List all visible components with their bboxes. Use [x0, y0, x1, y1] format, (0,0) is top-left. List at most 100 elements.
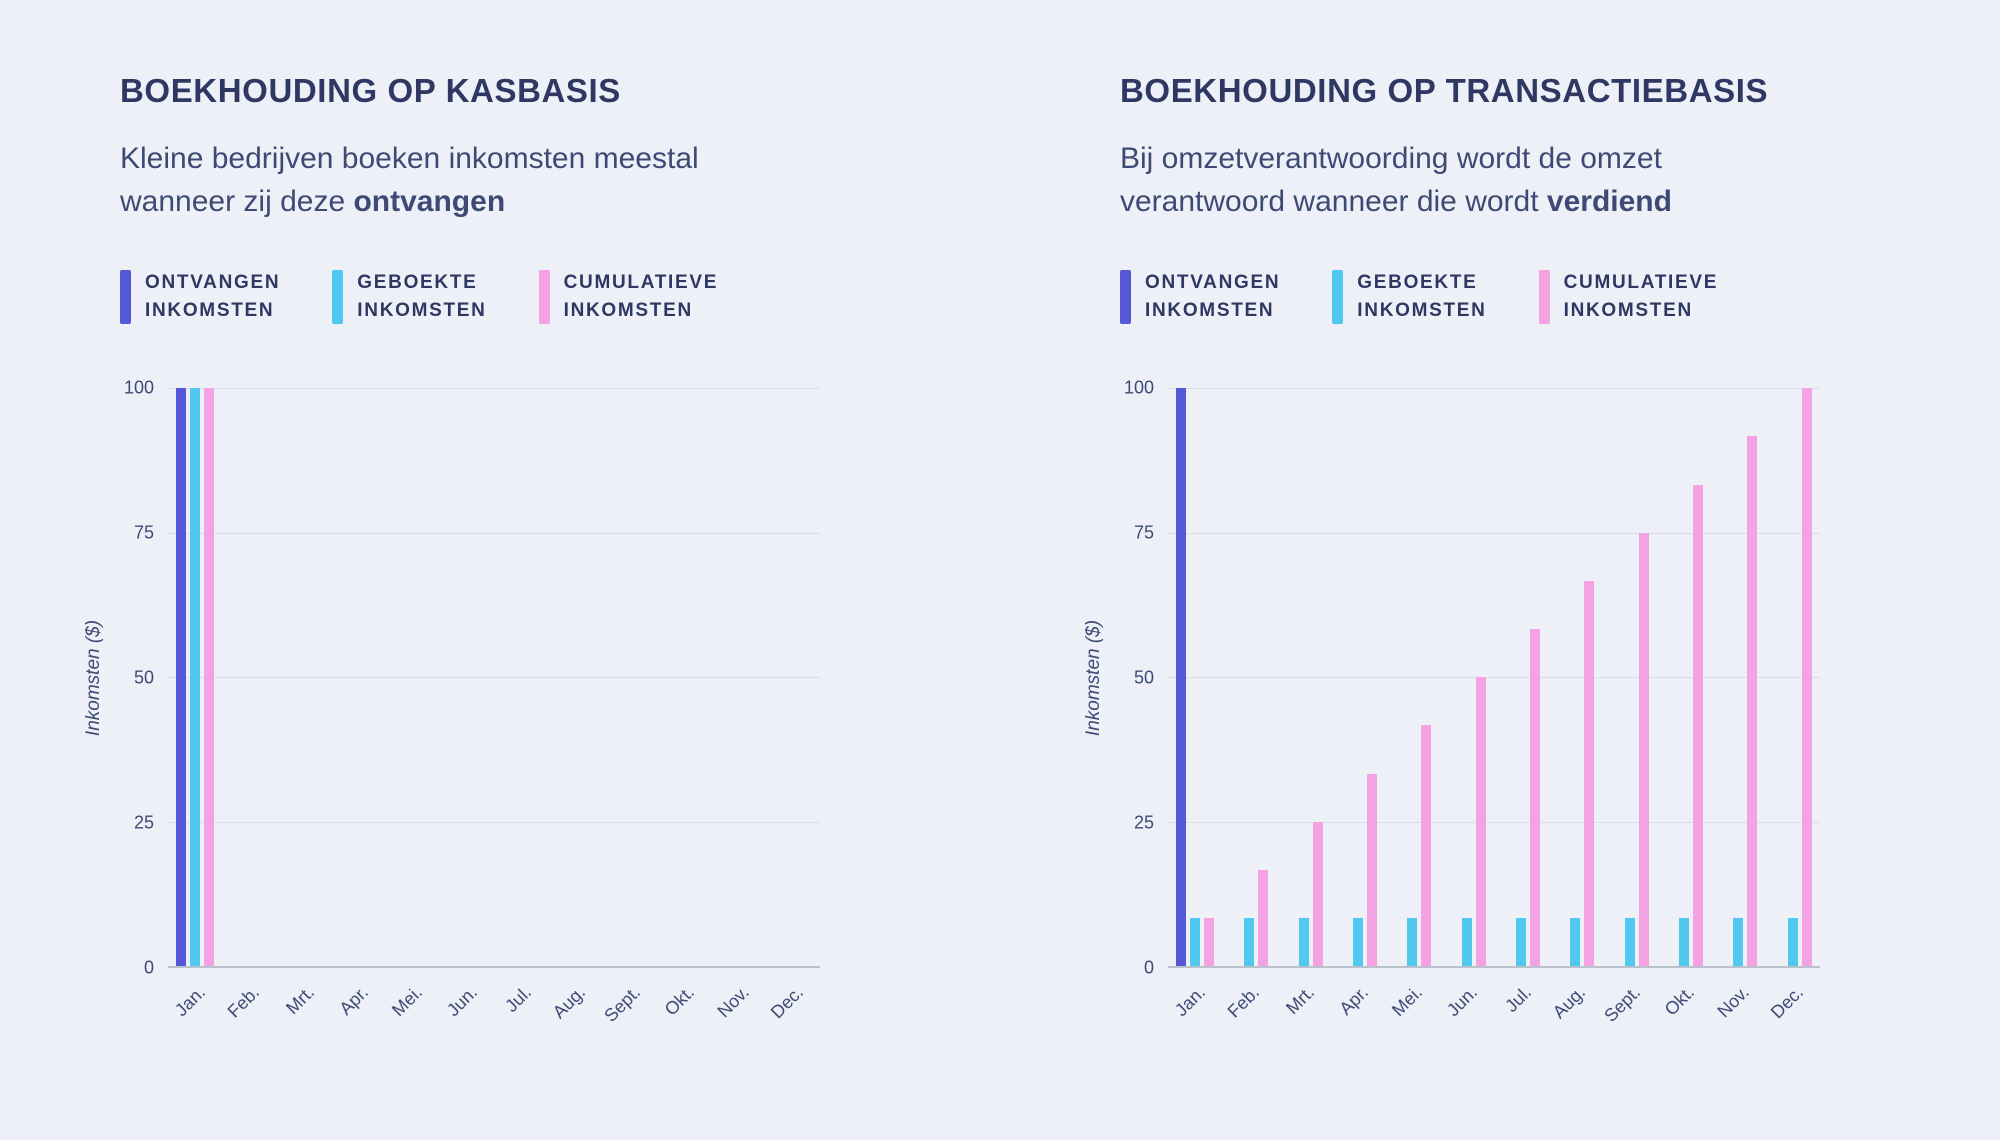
bar-ontvangen	[176, 388, 187, 967]
gridline	[168, 532, 820, 534]
legend-label: GEBOEKTE INKOMSTEN	[357, 269, 486, 324]
bar-group-apr	[331, 388, 385, 966]
x-tick-label: Jul.	[1501, 982, 1536, 1017]
x-tick-label: Apr.	[335, 982, 373, 1020]
legend-label-line-1: ONTVANGEN	[1145, 272, 1281, 294]
bar-group-jun	[1440, 388, 1494, 967]
y-tick-label: 75	[1133, 522, 1154, 543]
legend-item-ontvangen: ONTVANGEN INKOMSTEN	[120, 269, 280, 324]
bar-group-nov	[711, 388, 765, 966]
bar-geboekte	[1407, 918, 1418, 967]
legend: ONTVANGEN INKOMSTEN GEBOEKTE INKOMSTEN CUMUL…	[120, 269, 820, 324]
bar-cumulatieve	[1693, 484, 1704, 967]
legend-label-line-1: ONTVANGEN	[145, 272, 281, 294]
legend-item-cumulatieve: CUMULATIEVE INKOMSTEN	[1538, 269, 1719, 324]
subtitle-line-1: Bij omzetverantwoording wordt de omzet	[1120, 142, 1662, 175]
panel-subtitle-kasbasis: Kleine bedrijven boeken inkomsten meesta…	[120, 138, 820, 223]
subtitle-line-2: wanneer zij deze	[120, 184, 354, 218]
bar-geboekte	[1733, 918, 1744, 967]
y-tick-label: 100	[123, 377, 154, 398]
bar-group-sept	[1603, 388, 1657, 967]
bar-group-mrt	[1277, 388, 1331, 967]
bar-ontvangen	[1176, 388, 1187, 967]
y-tick-label: 0	[1143, 957, 1154, 978]
bar-group-nov	[1711, 388, 1765, 967]
chart-transactiebasis: Inkomsten ($) 0 25 50 75 100 Jan. Feb. Mrt. Apr. M…	[1076, 378, 1820, 1060]
x-tick-label: Nov.	[1713, 982, 1753, 1022]
bar-geboekte	[1516, 918, 1527, 967]
bar-group-jul	[494, 388, 548, 966]
panel-transactiebasis: BOEKHOUDING OP TRANSACTIEBASIS Bij omzet…	[1083, 72, 1820, 1060]
legend-label-line-2: INKOMSTEN	[563, 299, 693, 321]
legend-swatch	[538, 269, 550, 324]
bar-group-okt	[657, 388, 711, 966]
bar-cumulatieve	[1367, 773, 1378, 967]
plot	[1168, 388, 1820, 969]
legend-swatch	[1120, 269, 1131, 324]
bar-geboekte	[1298, 918, 1309, 967]
y-axis-title-text: Inkomsten ($)	[83, 620, 104, 737]
bar-cumulatieve	[1312, 821, 1323, 967]
x-tick-label: Jan.	[1171, 982, 1210, 1021]
x-tick-label: Sept.	[1600, 982, 1644, 1027]
legend-label: GEBOEKTE INKOMSTEN	[1357, 269, 1486, 324]
gridline	[1168, 388, 1820, 390]
bar-geboekte	[1624, 918, 1635, 967]
y-tick-label: 100	[1123, 377, 1154, 398]
subtitle-line-1: Kleine bedrijven boeken inkomsten meesta…	[120, 142, 699, 175]
bar-group-aug	[548, 388, 602, 966]
chart-kasbasis: Inkomsten ($) 0 25 50 75 100 Jan. Feb. Mrt. Apr. M…	[76, 378, 820, 1060]
legend-label-line-2: INKOMSTEN	[1563, 299, 1693, 321]
legend: ONTVANGEN INKOMSTEN GEBOEKTE INKOMSTEN CUMUL…	[1120, 269, 1820, 324]
bar-geboekte	[1787, 918, 1798, 967]
legend-label: ONTVANGEN INKOMSTEN	[145, 269, 280, 324]
bar-group-feb	[222, 388, 276, 966]
legend-label: CUMULATIEVE INKOMSTEN	[564, 269, 719, 324]
y-tick-label: 25	[1133, 812, 1154, 833]
gridline	[1168, 677, 1820, 679]
x-tick-label: Jun.	[442, 982, 481, 1021]
y-axis-ticks: 0 25 50 75 100	[1112, 378, 1168, 978]
bar-geboekte	[1244, 918, 1255, 967]
legend-label-line-1: GEBOEKTE	[357, 272, 478, 294]
gridline	[168, 388, 820, 390]
bar-geboekte	[1353, 918, 1364, 967]
bar-geboekte	[1461, 918, 1472, 967]
legend-label-line-1: CUMULATIEVE	[1563, 272, 1719, 294]
bar-geboekte	[190, 388, 201, 967]
y-tick-label: 25	[133, 812, 154, 833]
x-tick-label: Jun.	[1442, 982, 1481, 1021]
legend-label-line-1: GEBOEKTE	[1357, 272, 1478, 294]
legend-swatch	[1332, 269, 1344, 324]
bar-cumulatieve	[1258, 869, 1269, 967]
x-tick-label: Aug.	[549, 982, 590, 1023]
bar-cumulatieve	[1747, 436, 1758, 967]
gridline	[1168, 532, 1820, 534]
bar-group-jul	[1494, 388, 1548, 967]
y-axis-ticks: 0 25 50 75 100	[112, 378, 168, 978]
bar-geboekte	[1570, 918, 1581, 967]
page: BOEKHOUDING OP KASBASIS Kleine bedrijven…	[76, 72, 1820, 1060]
bar-groups	[168, 388, 820, 967]
x-tick-label: Jan.	[171, 982, 210, 1021]
x-tick-label: Dec.	[1766, 982, 1807, 1023]
legend-label-line-2: INKOMSTEN	[357, 299, 487, 321]
gridline	[168, 821, 820, 823]
x-axis-labels: Jan. Feb. Mrt. Apr. Mei. Jun. Jul. Aug. Sept. Okt…	[168, 968, 820, 1060]
legend-label: ONTVANGEN INKOMSTEN	[1145, 269, 1280, 324]
legend-swatch	[120, 269, 131, 324]
bar-cumulatieve	[1204, 918, 1215, 967]
bar-cumulatieve	[1801, 388, 1812, 967]
x-axis-labels: Jan. Feb. Mrt. Apr. Mei. Jun. Jul. Aug. Sept. Okt…	[1168, 968, 1820, 1060]
bar-cumulatieve	[1475, 677, 1486, 967]
bar-group-dec	[766, 388, 820, 966]
legend-label-line-2: INKOMSTEN	[145, 299, 275, 321]
legend-label-line-1: CUMULATIEVE	[563, 272, 719, 294]
bar-group-jun	[440, 388, 494, 966]
bar-geboekte	[1679, 918, 1690, 967]
x-tick-label: Feb.	[1224, 982, 1264, 1022]
legend-label-line-2: INKOMSTEN	[1357, 299, 1487, 321]
x-tick-label: Okt.	[660, 982, 699, 1020]
x-tick-label: Nov.	[713, 982, 753, 1022]
